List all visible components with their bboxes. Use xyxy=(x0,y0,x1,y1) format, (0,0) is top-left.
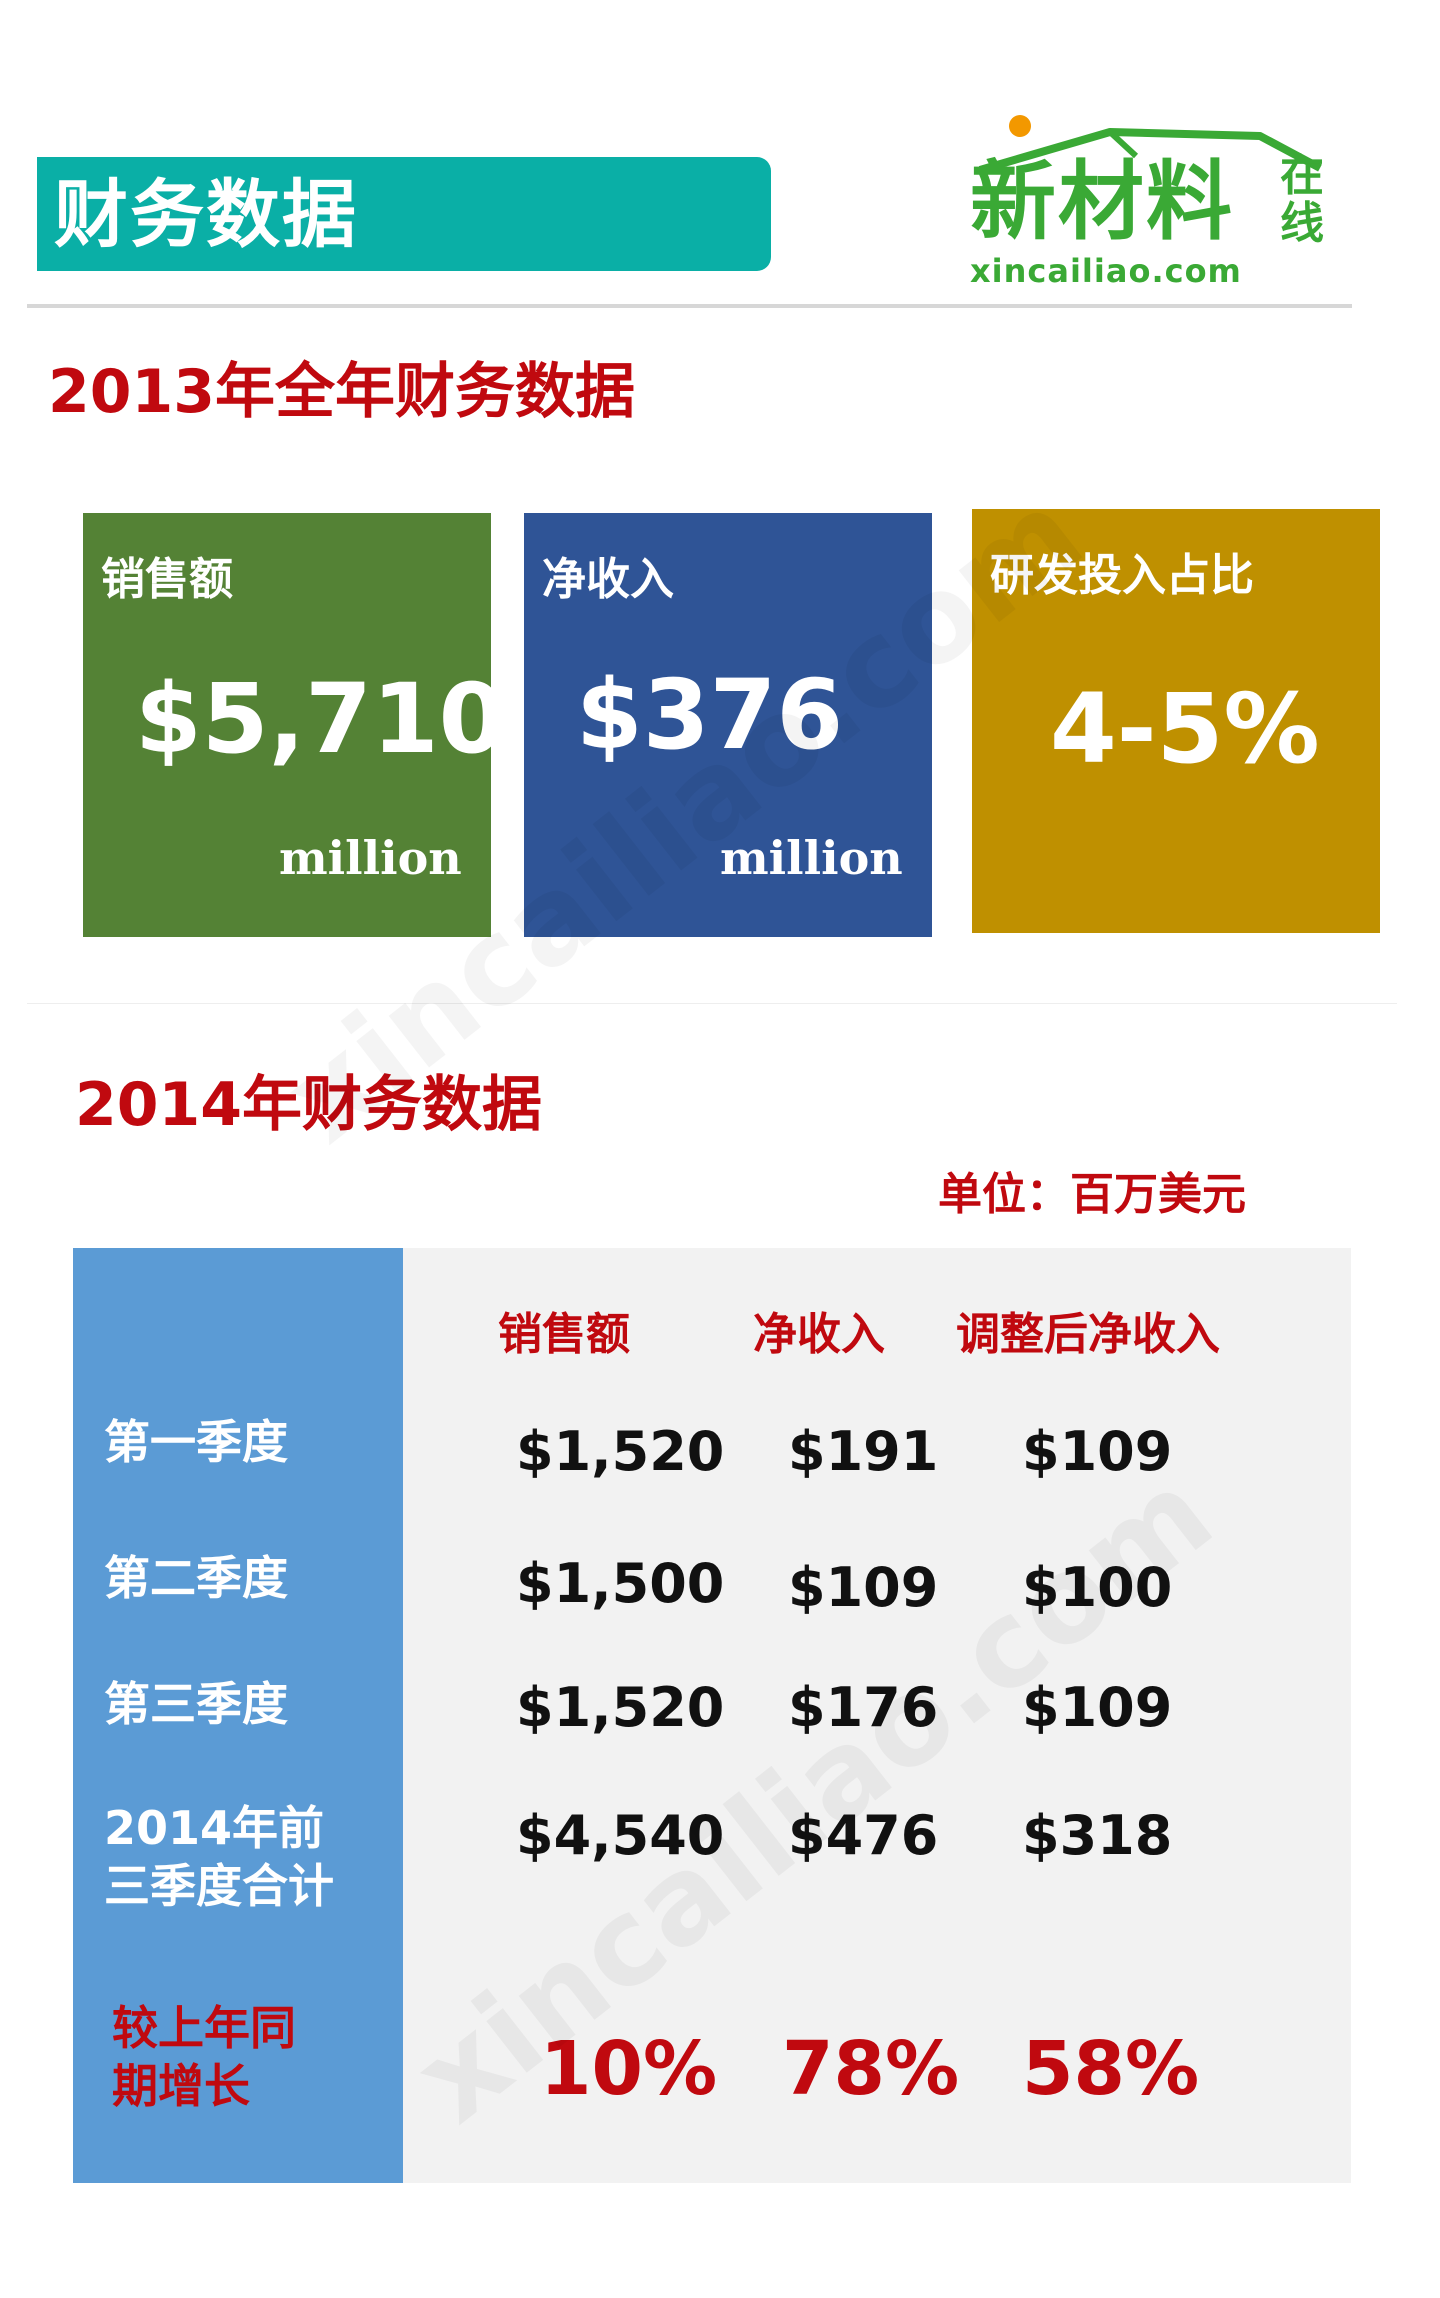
stat-label: 销售额 xyxy=(101,554,233,605)
column-header-net-income: 净收入 xyxy=(753,1309,885,1360)
stat-box-rd-ratio: 研发投入占比 4-5% xyxy=(972,509,1380,933)
growth-value: 10% xyxy=(540,2026,718,2112)
stat-box-net-income: 净收入 $376 million xyxy=(524,513,932,937)
growth-label: 期增长 xyxy=(112,2059,250,2113)
stat-label: 研发投入占比 xyxy=(990,550,1254,601)
row-label: 第二季度 xyxy=(104,1551,288,1605)
table-cell: $109 xyxy=(1022,1420,1173,1483)
logo-url: xincailiao.com xyxy=(970,252,1242,290)
table-row-header-column xyxy=(73,1248,403,2183)
growth-label: 较上年同 xyxy=(112,2001,296,2055)
table-cell: $1,520 xyxy=(516,1676,725,1739)
row-label: 三季度合计 xyxy=(104,1859,334,1913)
stat-label: 净收入 xyxy=(542,554,674,605)
logo-text: 新材料 xyxy=(970,152,1234,252)
logo: 新材料 在线 xincailiao.com xyxy=(960,112,1360,292)
row-label: 第一季度 xyxy=(104,1415,288,1469)
stat-value: 4-5% xyxy=(1050,673,1320,785)
growth-value: 78% xyxy=(782,2026,960,2112)
table-cell: $100 xyxy=(1022,1556,1173,1619)
stat-box-sales: 销售额 $5,710 million xyxy=(83,513,505,937)
stat-unit: million xyxy=(279,831,462,885)
column-header-adjusted-net-income: 调整后净收入 xyxy=(956,1309,1220,1360)
table-cell: $318 xyxy=(1022,1804,1173,1867)
table-cell: $176 xyxy=(788,1676,939,1739)
table-cell: $1,500 xyxy=(516,1552,725,1615)
stat-value: $376 xyxy=(576,659,844,771)
table-cell: $4,540 xyxy=(516,1804,725,1867)
row-label: 2014年前 xyxy=(104,1801,325,1855)
table-cell: $1,520 xyxy=(516,1420,725,1483)
page-title: 财务数据 xyxy=(54,172,358,258)
row-label: 第三季度 xyxy=(104,1677,288,1731)
table-cell: $191 xyxy=(788,1420,939,1483)
growth-value: 58% xyxy=(1022,2026,1200,2112)
logo-side-text: 在线 xyxy=(1280,150,1324,249)
section-2013-title: 2013年全年财务数据 xyxy=(48,357,635,427)
column-header-sales: 销售额 xyxy=(498,1309,630,1360)
table-cell: $476 xyxy=(788,1804,939,1867)
stat-unit: million xyxy=(720,831,903,885)
stat-value: $5,710 xyxy=(135,663,506,775)
table-cell: $109 xyxy=(1022,1676,1173,1739)
divider xyxy=(27,304,1352,308)
table-cell: $109 xyxy=(788,1556,939,1619)
unit-note: 单位：百万美元 xyxy=(938,1169,1246,1220)
divider xyxy=(27,1003,1397,1004)
section-2014-title: 2014年财务数据 xyxy=(75,1070,542,1140)
roof-icon xyxy=(978,115,1322,172)
header-banner xyxy=(37,157,771,271)
